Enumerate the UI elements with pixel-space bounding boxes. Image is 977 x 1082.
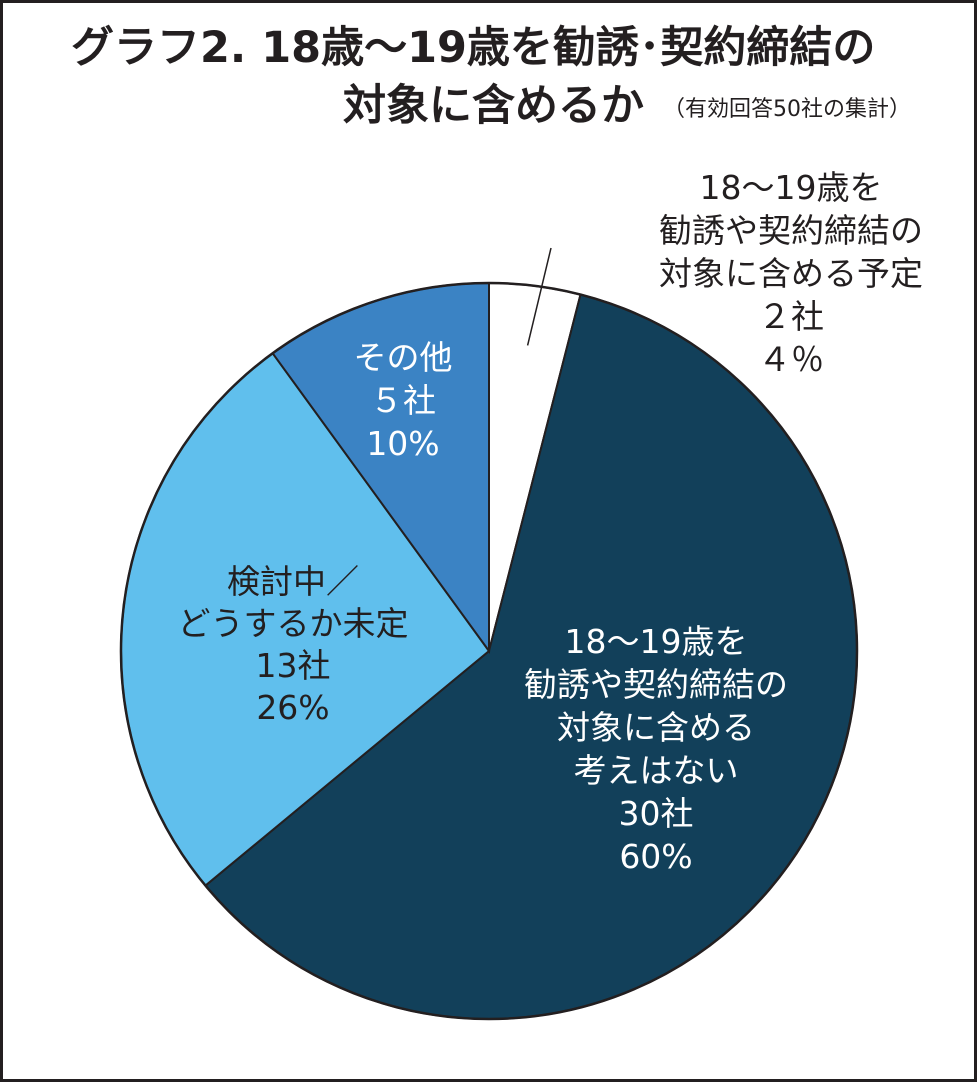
slice-label-4: その他５社 10% [354,338,453,463]
chart-title-note: （有効回答50社の集計） [663,97,911,122]
chart-title-line-2: 対象に含めるか [343,81,644,131]
slice-label-2: 18〜19歳を勧誘や契約締結の対象に含める考えはない 30社 60% [524,622,788,876]
leader-line [526,247,552,346]
pie-chart: 18〜19歳を勧誘や契約締結の対象に含める予定２社４％ 18〜19歳を勧誘や契約締… [119,168,923,1021]
chart-title-line-1: グラフ2. 18歳〜19歳を勧誘･契約締結の [71,23,876,73]
slice-label-1: 18〜19歳を勧誘や契約締結の対象に含める予定２社４％ [659,168,923,379]
slice-label-3: 検討中／どうするか未定 13社 26% [178,562,409,727]
pie-outline [119,281,859,1021]
